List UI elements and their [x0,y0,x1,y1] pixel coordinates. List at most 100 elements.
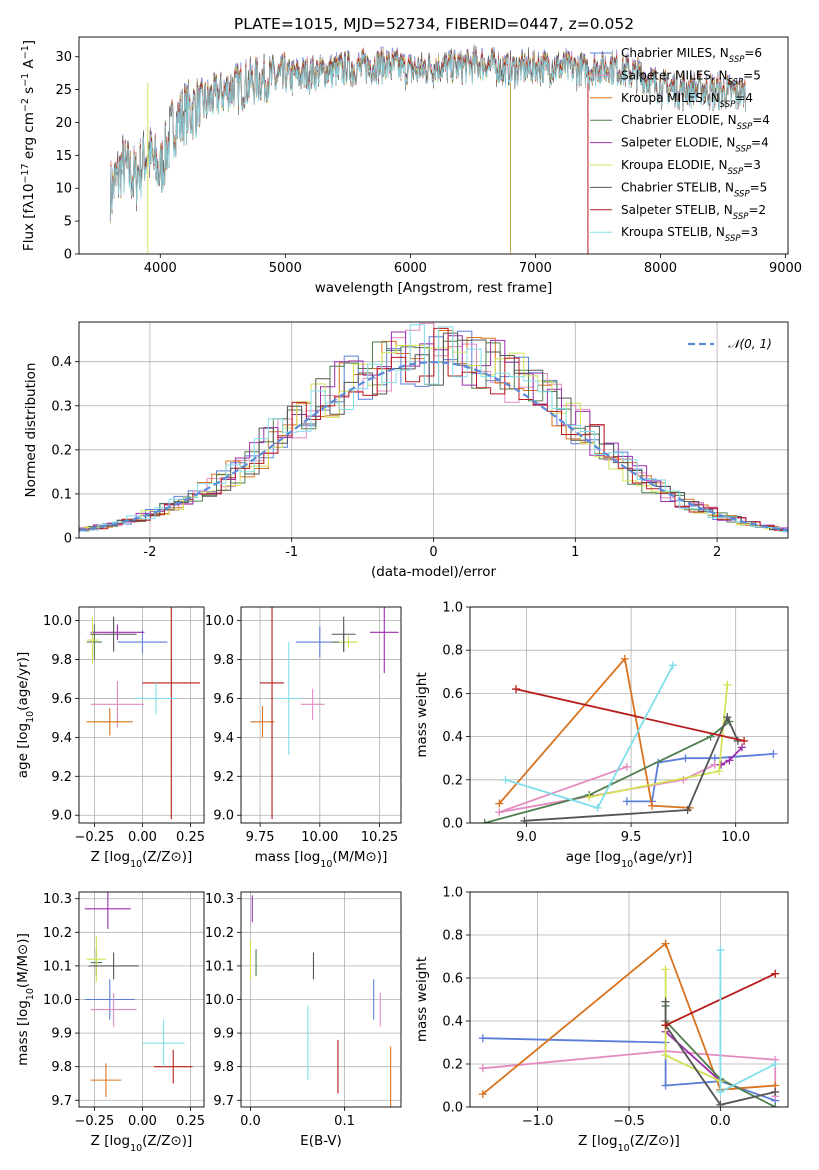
y-tick-label: 10.0 [205,993,234,1008]
errorbar-point [84,892,131,929]
errorbar-point [300,688,325,720]
errorbar-point [86,624,103,660]
plot-area: 4000 5000 6000 7000 8000 9000051015202530wave… [15,36,802,1154]
x-tick-label: 0 [429,545,437,560]
axes-frame [240,606,402,824]
y-tick-label: 15 [55,149,72,164]
x-tick-label: 8000 [644,261,677,276]
z-mass-xlabel: Z [log10(Z/Z⊙)] [91,1133,193,1154]
weight-marker [714,767,723,776]
y-tick-label: 10.1 [43,959,72,974]
spectrum-legend: Chabrier MILES, NSSP=6 Salpeter MILES, NS… [590,46,770,244]
weight-marker [716,1087,725,1096]
y-tick-label: 10 [55,182,72,197]
errorbar-point [260,607,284,820]
x-tick-label: 0.1 [334,1114,355,1129]
weight-marker [620,654,629,663]
axes-frame [240,891,402,1108]
weight-line [626,753,774,803]
y-tick-label: 0.0 [442,1101,463,1116]
y-tick-label: 0.4 [442,1015,463,1030]
y-tick-label: 0.0 [442,817,463,832]
spectrum-line [109,52,746,222]
errorbar-point [86,616,99,664]
y-tick-label: 9.6 [213,692,234,707]
x-tick-label: 2 [713,545,721,560]
age-weight-ylabel: mass weight [414,672,430,757]
errorbar-point [90,616,137,652]
y-tick-label: 9.9 [51,1027,72,1042]
x-tick-label: −0.25 [74,1114,114,1129]
x-tick-label: 9.75 [246,830,275,845]
z-weight-lines [478,939,780,1107]
y-tick-label: 0.2 [442,1058,463,1073]
x-tick-label: -2 [143,545,156,560]
z-weight-grid [470,891,788,1108]
y-tick-label: 0.2 [442,773,463,788]
x-tick-label: 0.0 [240,1114,261,1129]
y-tick-label: 25 [55,83,72,98]
y-tick-label: 0.6 [442,687,463,702]
weight-marker [723,680,732,689]
z-age-axes: −0.25 0.00 0.25 9.0 9.2 9.4 9.6 9.8 10.0 Z [log10… [15,607,205,870]
weight-marker [679,775,688,784]
y-tick-label: 20 [55,116,72,131]
weight-marker [661,1081,670,1090]
y-tick-label: 9.0 [51,809,72,824]
weight-marker [520,816,529,823]
y-tick-label: 9.6 [51,692,72,707]
z-age-ylabel: age [log10(age/yr)] [15,652,36,778]
errorbar-point [331,616,356,652]
y-tick-label: 9.8 [51,653,72,668]
age-weight-xlabel: age [log10(age/yr)] [566,849,692,870]
histogram-series [79,324,788,532]
weight-marker [648,801,657,810]
residual-legend: 𝒩(0, 1) [688,337,772,351]
weight-marker [716,1100,725,1107]
errorbar-point [86,708,133,736]
mass-age-xlabel: mass [log10(M/M⊙)] [255,849,388,870]
x-tick-label: 5000 [269,261,302,276]
y-tick-label: 9.9 [213,1027,234,1042]
x-tick-label: 10.0 [721,830,750,845]
weight-line [524,714,739,822]
legend-label: 𝒩(0, 1) [728,337,772,351]
errorbar-point [117,630,168,654]
weight-line [515,688,745,742]
y-tick-label: 10.3 [205,892,234,907]
weight-marker [512,685,521,694]
y-tick-label: 10.0 [43,614,72,629]
x-tick-label: 9.5 [621,830,642,845]
weight-marker [661,997,670,1006]
z-mass-ylabel: mass [log10(M/M⊙)] [15,933,36,1066]
weight-line [498,656,690,809]
errorbar-point [369,607,399,674]
weight-line [482,942,776,1095]
weight-marker [622,797,631,806]
weight-marker [771,1103,780,1107]
weight-marker [478,1034,487,1043]
x-tick-label: 9000 [769,261,802,276]
errorbar-point [338,636,359,648]
weight-line [589,684,729,798]
y-tick-label: 0.8 [442,929,463,944]
x-tick-label: 9.0 [516,830,537,845]
y-tick-label: 5 [64,215,72,230]
weight-marker [501,775,510,784]
y-tick-label: 10.2 [43,926,72,941]
weight-marker [771,969,780,978]
spectrum-lines [109,44,746,254]
axes-frame [78,891,205,1108]
x-tick-label: 10.25 [361,830,398,845]
spectrum-xlabel: wavelength [Angstrom, rest frame] [315,280,553,296]
weight-marker [771,1060,780,1068]
weight-marker [495,808,504,817]
z-mass-points [84,892,193,1097]
legend-label: Kroupa MILES, NSSP=4 [621,91,753,110]
y-tick-label: 9.4 [213,731,234,746]
errorbar-point [84,979,135,1020]
y-tick-label: 9.2 [51,770,72,785]
x-tick-label: 7000 [519,261,552,276]
x-tick-label: 0.25 [176,1114,205,1129]
